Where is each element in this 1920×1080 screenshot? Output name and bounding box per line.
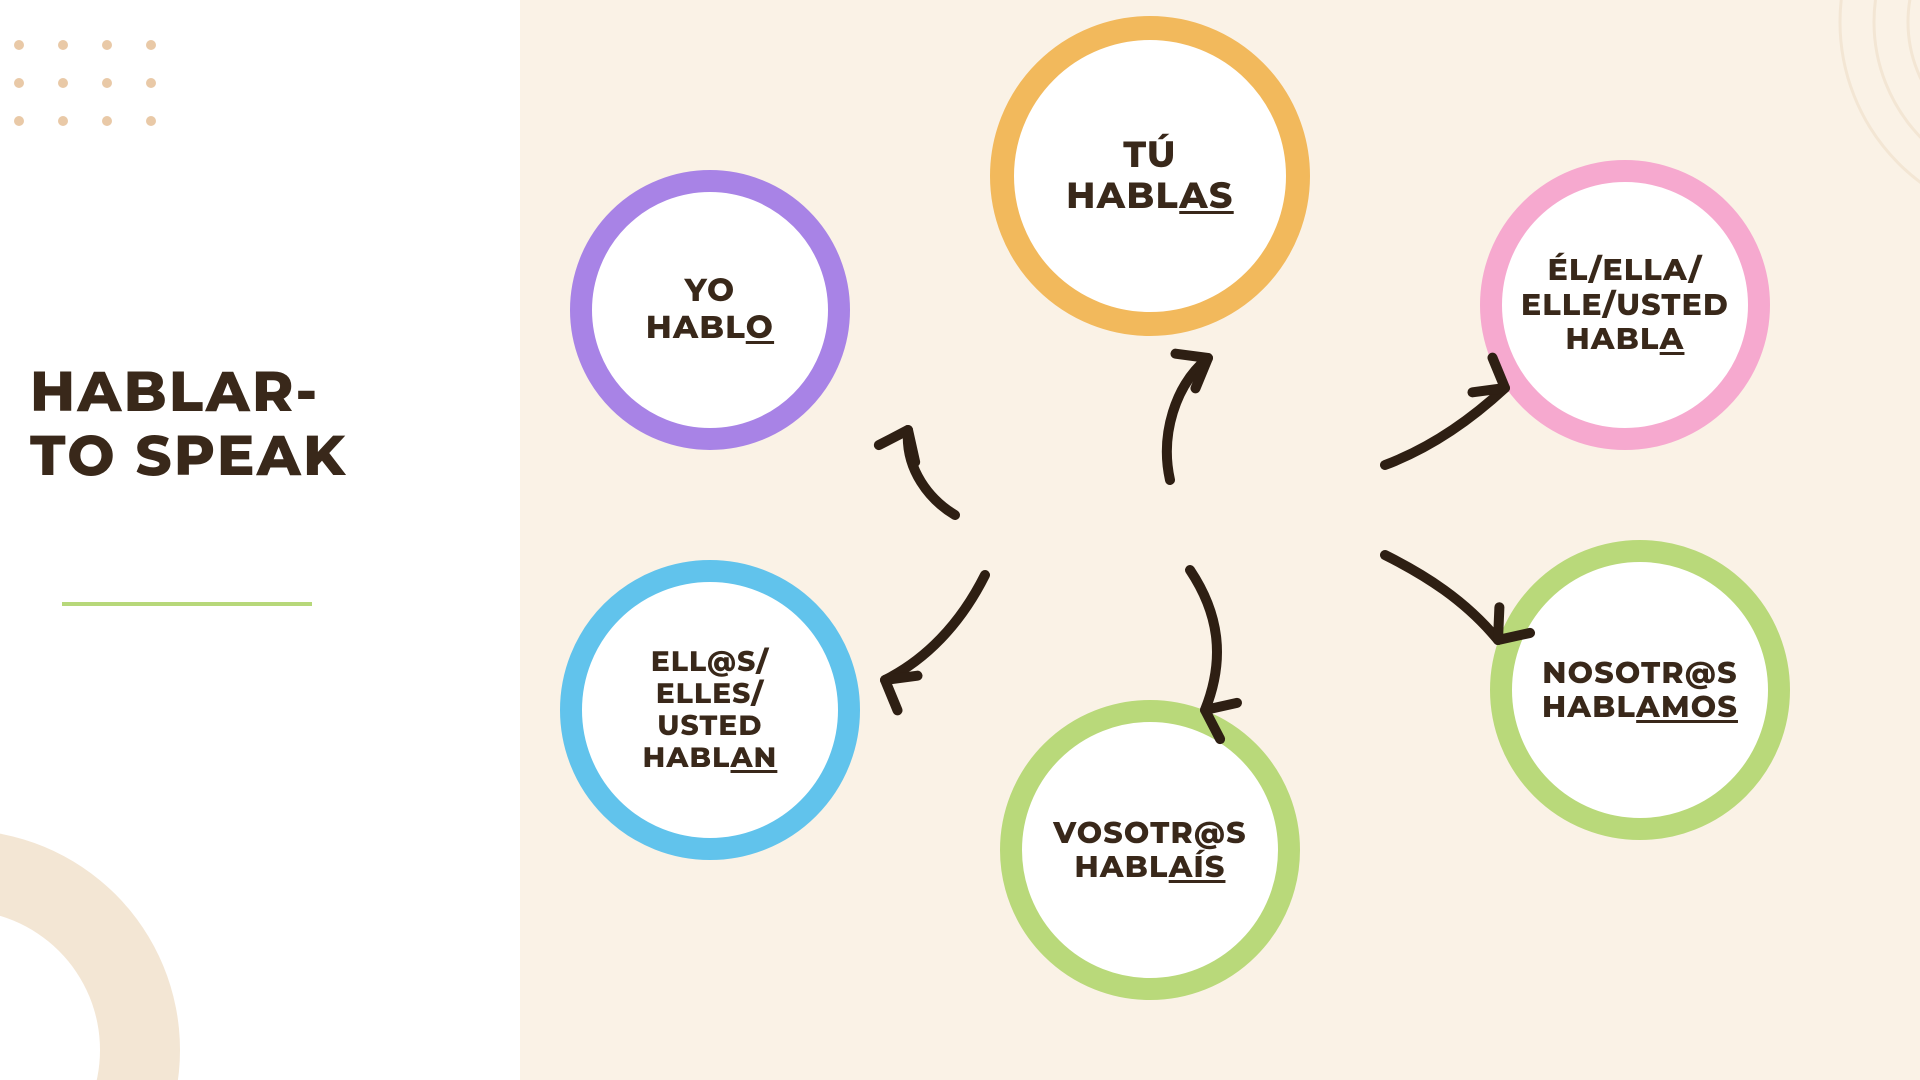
decor-dot [14, 78, 24, 88]
conjugation-text: NOSOTR@SHABLAMOS [1528, 656, 1752, 725]
decor-dot [14, 40, 24, 50]
stage: HABLAR- TO SPEAK YOHABLO TÚHABLAS ÉL/ELLA/… [0, 0, 1920, 1080]
title-underline [62, 602, 312, 606]
conjugation-ellos: ELL@S/ELLES/USTEDHABLAN [560, 560, 860, 860]
conjugation-text: ÉL/ELLA/ELLE/USTEDHABLA [1507, 253, 1743, 357]
conjugation-text: TÚHABLAS [1052, 135, 1247, 218]
title-line-1: HABLAR- [30, 358, 319, 426]
conjugation-tu: TÚHABLAS [990, 16, 1310, 336]
decor-dot [102, 40, 112, 50]
arrow-a3 [1370, 370, 1520, 480]
title-line-2: TO SPEAK [30, 422, 347, 490]
conjugation-vos: VOSOTR@SHABLAÍS [1000, 700, 1300, 1000]
decor-dot [146, 40, 156, 50]
conjugation-el: ÉL/ELLA/ELLE/USTEDHABLA [1480, 160, 1770, 450]
dot-grid-decor [14, 40, 156, 126]
arrow-a5 [1150, 560, 1260, 720]
corner-arc-decor [1840, 22, 1920, 222]
conjugation-nos: NOSOTR@SHABLAMOS [1490, 540, 1790, 840]
arrow-a1 [860, 400, 980, 530]
page-title: HABLAR- TO SPEAK [30, 360, 347, 489]
conjugation-text: YOHABLO [632, 273, 788, 347]
decor-dot [58, 40, 68, 50]
decor-dot [58, 116, 68, 126]
conjugation-yo: YOHABLO [570, 170, 850, 450]
arrow-a6 [870, 560, 1000, 700]
decor-dot [102, 78, 112, 88]
decor-dot [102, 116, 112, 126]
arrow-a4 [1370, 540, 1510, 660]
decor-dot [146, 116, 156, 126]
conjugation-text: ELL@S/ELLES/USTEDHABLAN [629, 646, 792, 775]
arrow-a2 [1130, 340, 1240, 490]
decor-dot [14, 116, 24, 126]
conjugation-text: VOSOTR@SHABLAÍS [1039, 816, 1260, 885]
decor-dot [58, 78, 68, 88]
decor-dot [146, 78, 156, 88]
